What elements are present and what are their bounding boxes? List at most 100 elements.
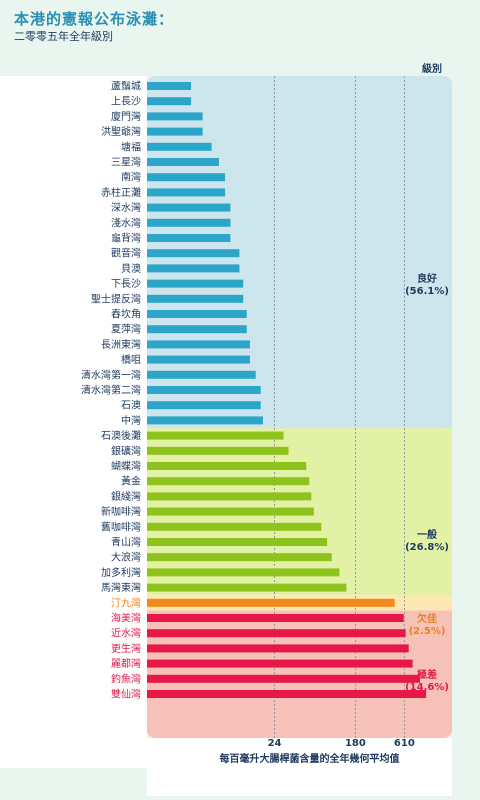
x-tick-180: 180 [345,738,366,749]
bar-更生灣 [147,644,409,653]
grade-pct-very_poor: (14.6%) [405,682,449,693]
bar-銀綫灣 [147,492,312,501]
bar-石澳 [147,401,261,410]
category-label-夏萍灣: 夏萍灣 [111,324,141,336]
x-tick-610: 610 [394,738,415,749]
category-label-聖士提反灣: 聖士提反灣 [91,292,141,305]
bar-聖士提反灣 [147,294,244,303]
bar-貝澳 [147,264,240,273]
category-label-雙仙灣: 雙仙灣 [111,688,141,701]
bar-加多利灣 [147,568,340,577]
category-label-塘福: 塘福 [121,140,141,153]
category-label-清水灣第二灣: 清水灣第二灣 [81,384,141,397]
grade-label-poor: 欠佳 [417,612,437,625]
bar-上長沙 [147,97,192,106]
bar-下長沙 [147,279,244,288]
bar-汀九灣 [147,598,395,607]
label-panel [0,76,147,768]
bar-舊咖啡灣 [147,522,322,531]
category-label-深水灣: 深水灣 [111,202,141,214]
category-label-更生灣: 更生灣 [111,642,141,655]
grade-label-good: 良好 [417,272,437,285]
bar-新咖啡灣 [147,507,314,516]
grade-pct-fair: (26.8%) [405,542,449,553]
category-label-蘆鬚城: 蘆鬚城 [111,80,141,93]
axis-panel [147,738,452,796]
category-label-釣魚灣: 釣魚灣 [111,672,141,685]
grade-pct-good: (56.1%) [405,286,449,297]
bar-黃金 [147,477,310,486]
category-label-洪聖爺灣: 洪聖爺灣 [101,125,141,138]
bar-近水灣 [147,629,406,638]
category-label-清水灣第一灣: 清水灣第一灣 [81,368,141,381]
category-label-石澳後灘: 石澳後灘 [101,429,141,442]
category-label-貝澳: 貝澳 [121,262,141,275]
title-bar: 本港的憲報公布泳灘： 二零零五年全年級別 [0,0,480,48]
bar-龜背灣 [147,234,231,242]
category-label-橋咀: 橋咀 [121,353,141,366]
bar-廈門灣 [147,112,203,121]
bar-蝴蝶灣 [147,462,307,470]
bar-赤柱正灘 [147,188,226,197]
bar-觀音灣 [147,249,240,258]
bar-深水灣 [147,203,231,212]
grade-label-fair: 一般 [417,528,437,541]
category-label-黃金: 黃金 [121,475,141,488]
bar-石澳後灘 [147,431,284,440]
bar-大浪灣 [147,553,332,562]
bar-夏萍灣 [147,325,247,334]
category-label-南灣: 南灣 [121,171,141,184]
bar-清水灣第一灣 [147,370,256,379]
category-label-舊咖啡灣: 舊咖啡灣 [101,520,141,533]
bar-長洲東灣 [147,340,250,349]
bar-青山灣 [147,538,328,546]
category-label-汀九灣: 汀九灣 [111,597,141,609]
x-tick-24: 24 [268,738,282,749]
category-label-銀礦灣: 銀礦灣 [111,444,141,457]
category-label-青山灣: 青山灣 [111,536,141,549]
category-label-石澳: 石澳 [121,399,141,412]
bar-銀礦灣 [147,446,289,455]
category-label-麗都灣: 麗都灣 [111,658,141,670]
category-label-長洲東灣: 長洲東灣 [101,338,141,351]
category-label-近水灣: 近水灣 [111,627,141,640]
bar-馬灣東灣 [147,583,347,592]
category-label-廈門灣: 廈門灣 [111,110,141,123]
grade-pct-poor: (2.5%) [409,626,446,637]
category-label-淺水灣: 淺水灣 [111,216,141,229]
bar-中灣 [147,416,263,425]
category-label-三星灣: 三星灣 [111,157,141,169]
bar-三星灣 [147,158,219,166]
category-label-加多利灣: 加多利灣 [101,566,141,579]
category-label-大浪灣: 大浪灣 [111,551,141,564]
bar-麗都灣 [147,659,413,668]
bar-南灣 [147,173,226,182]
bar-洪聖爺灣 [147,127,203,136]
category-label-銀綫灣: 銀綫灣 [111,490,141,503]
page-subtitle: 二零零五年全年級別 [14,30,113,43]
category-label-下長沙: 下長沙 [111,278,141,290]
bar-清水灣第二灣 [147,386,261,394]
category-label-龜背灣: 龜背灣 [111,232,141,245]
bar-釣魚灣 [147,674,420,683]
bar-塘福 [147,142,212,151]
bar-雙仙灣 [147,690,427,698]
category-label-海美灣: 海美灣 [111,612,141,625]
category-label-中灣: 中灣 [121,414,141,427]
bar-橋咀 [147,355,250,364]
category-label-赤柱正灘: 赤柱正灘 [101,186,141,199]
category-label-蝴蝶灣: 蝴蝶灣 [111,460,141,473]
grade-label-very_poor: 極差 [417,668,437,681]
legend-title: 級別 [422,62,442,75]
category-label-上長沙: 上長沙 [111,96,141,108]
bar-蘆鬚城 [147,82,192,90]
category-label-舂坎角: 舂坎角 [111,308,141,321]
category-label-新咖啡灣: 新咖啡灣 [101,505,141,518]
category-label-馬灣東灣: 馬灣東灣 [101,581,141,594]
category-label-觀音灣: 觀音灣 [111,247,141,260]
page-title: 本港的憲報公布泳灘： [14,10,175,28]
x-axis-label: 每百毫升大腸桿菌含量的全年幾何平均值 [220,752,400,765]
bar-淺水灣 [147,218,231,227]
bar-舂坎角 [147,310,247,318]
